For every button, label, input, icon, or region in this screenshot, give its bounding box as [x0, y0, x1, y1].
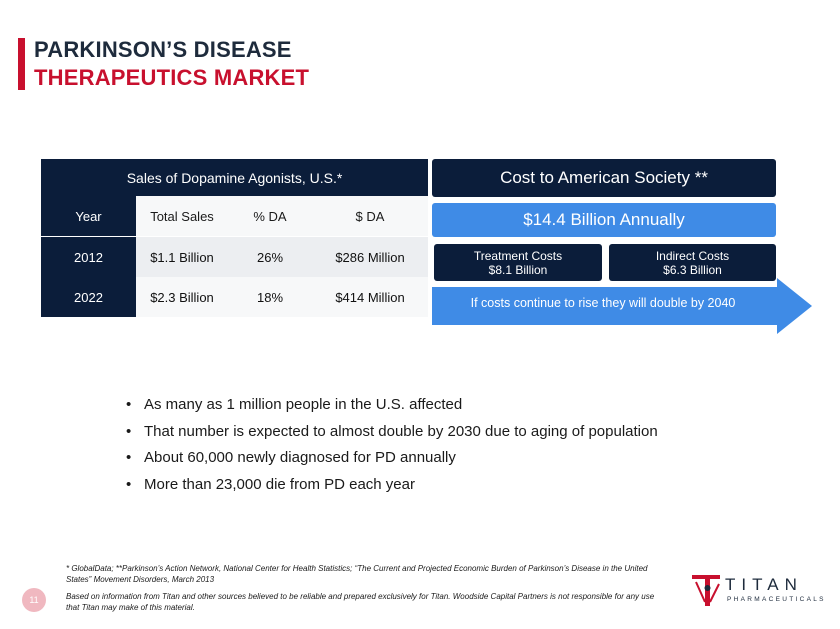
column-header-year: Year	[41, 196, 136, 237]
row-year: 2012	[41, 236, 136, 277]
treatment-costs-box: Treatment Costs $8.1 Billion	[434, 244, 602, 281]
table-row: 2012 $1.1 Billion 26% $286 Million	[41, 236, 428, 277]
projection-arrow	[432, 278, 812, 334]
treatment-costs-value: $8.1 Billion	[488, 262, 548, 277]
cost-heading: Cost to American Society **	[432, 159, 776, 197]
table-row: 2022 $2.3 Billion 18% $414 Million	[41, 277, 428, 317]
dopamine-sales-table: Sales of Dopamine Agonists, U.S.* Year T…	[41, 159, 428, 317]
column-header-pct-da: % DA	[228, 196, 312, 237]
logo-name: TITAN	[725, 575, 803, 594]
column-header-dollar-da: $ DA	[312, 196, 428, 237]
row-pct-da: 18%	[228, 277, 312, 317]
sales-table-heading: Sales of Dopamine Agonists, U.S.*	[41, 159, 428, 196]
row-dollar-da: $414 Million	[312, 277, 428, 317]
projection-text: If costs continue to rise they will doub…	[470, 296, 736, 310]
indirect-costs-value: $6.3 Billion	[663, 262, 722, 277]
column-header-total-sales: Total Sales	[136, 196, 228, 237]
indirect-costs-box: Indirect Costs $6.3 Billion	[609, 244, 776, 281]
list-item: As many as 1 million people in the U.S. …	[126, 392, 658, 419]
row-dollar-da: $286 Million	[312, 236, 428, 277]
treatment-costs-label: Treatment Costs	[473, 248, 563, 263]
logo-tagline: PHARMACEUTICALS	[727, 596, 826, 603]
footnote-sources: * GlobalData; **Parkinson’s Action Netwo…	[66, 564, 648, 584]
list-item: More than 23,000 die from PD each year	[126, 472, 658, 499]
row-pct-da: 26%	[228, 236, 312, 277]
row-year: 2022	[41, 277, 136, 317]
list-item: About 60,000 newly diagnosed for PD annu…	[126, 445, 658, 472]
indirect-costs-label: Indirect Costs	[655, 248, 730, 263]
row-total-sales: $1.1 Billion	[136, 236, 228, 277]
page-title-line2: THERAPEUTICS MARKET	[34, 65, 310, 90]
page-title-line1: PARKINSON’S DISEASE	[34, 37, 292, 62]
footnote-disclaimer: Based on information from Titan and othe…	[66, 592, 655, 612]
page-number: 11	[22, 588, 46, 612]
title-accent-bar	[18, 38, 25, 90]
row-total-sales: $2.3 Billion	[136, 277, 228, 317]
list-item: That number is expected to almost double…	[126, 419, 658, 446]
titan-logo-icon	[692, 575, 720, 606]
cost-annual-total: $14.4 Billion Annually	[432, 203, 776, 237]
facts-list: As many as 1 million people in the U.S. …	[126, 392, 658, 498]
